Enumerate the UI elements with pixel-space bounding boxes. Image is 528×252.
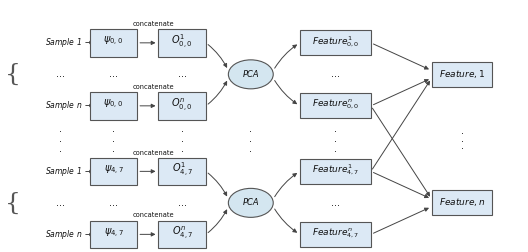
FancyBboxPatch shape bbox=[300, 30, 371, 55]
FancyBboxPatch shape bbox=[432, 190, 493, 215]
Text: concatenate: concatenate bbox=[133, 150, 174, 156]
FancyBboxPatch shape bbox=[90, 29, 137, 57]
Text: $Feature^{1}_{4,7}$: $Feature^{1}_{4,7}$ bbox=[312, 163, 359, 177]
Ellipse shape bbox=[228, 60, 274, 89]
Text: $\psi_{0,0}$: $\psi_{0,0}$ bbox=[103, 35, 124, 48]
Text: .: . bbox=[249, 123, 252, 134]
Text: .: . bbox=[112, 123, 115, 134]
FancyBboxPatch shape bbox=[300, 159, 371, 184]
Text: ...: ... bbox=[177, 198, 187, 208]
Text: Sample n $\rightarrow$: Sample n $\rightarrow$ bbox=[45, 99, 92, 112]
Text: .: . bbox=[249, 144, 252, 154]
Text: concatenate: concatenate bbox=[133, 21, 174, 27]
Text: {: { bbox=[5, 191, 21, 214]
Text: .: . bbox=[112, 144, 115, 154]
FancyBboxPatch shape bbox=[158, 92, 206, 120]
Text: .: . bbox=[460, 126, 464, 136]
Text: Sample n $\rightarrow$: Sample n $\rightarrow$ bbox=[45, 228, 92, 241]
Text: ...: ... bbox=[109, 69, 118, 79]
Text: .: . bbox=[334, 144, 337, 154]
Text: $O^{n}_{0,0}$: $O^{n}_{0,0}$ bbox=[172, 96, 193, 113]
FancyBboxPatch shape bbox=[90, 158, 137, 185]
Text: .: . bbox=[334, 123, 337, 134]
Text: Sample 1 $\rightarrow$: Sample 1 $\rightarrow$ bbox=[45, 165, 92, 178]
Text: ...: ... bbox=[177, 69, 187, 79]
FancyBboxPatch shape bbox=[90, 92, 137, 120]
Text: .: . bbox=[460, 134, 464, 144]
Text: $Feature^{n}_{0,0}$: $Feature^{n}_{0,0}$ bbox=[312, 98, 359, 111]
Text: .: . bbox=[249, 134, 252, 144]
Text: ...: ... bbox=[331, 198, 340, 208]
FancyBboxPatch shape bbox=[432, 62, 493, 87]
Text: $O^{1}_{0,0}$: $O^{1}_{0,0}$ bbox=[172, 33, 193, 51]
Text: $Feature,n$: $Feature,n$ bbox=[439, 196, 485, 208]
Text: $Feature^{1}_{0,0}$: $Feature^{1}_{0,0}$ bbox=[312, 34, 359, 49]
FancyBboxPatch shape bbox=[158, 29, 206, 57]
FancyBboxPatch shape bbox=[90, 220, 137, 248]
Text: PCA: PCA bbox=[242, 198, 259, 207]
Text: $Feature,1$: $Feature,1$ bbox=[439, 68, 485, 80]
Text: .: . bbox=[181, 134, 184, 144]
FancyBboxPatch shape bbox=[158, 220, 206, 248]
Text: concatenate: concatenate bbox=[133, 212, 174, 218]
Text: .: . bbox=[59, 123, 62, 134]
Text: .: . bbox=[59, 144, 62, 154]
Text: ...: ... bbox=[109, 198, 118, 208]
Text: $\psi_{0,0}$: $\psi_{0,0}$ bbox=[103, 98, 124, 111]
FancyBboxPatch shape bbox=[158, 158, 206, 185]
Text: {: { bbox=[5, 63, 21, 86]
Text: Sample 1 $\rightarrow$: Sample 1 $\rightarrow$ bbox=[45, 36, 92, 49]
Text: PCA: PCA bbox=[242, 70, 259, 79]
Text: .: . bbox=[460, 141, 464, 151]
Text: .: . bbox=[112, 134, 115, 144]
Text: ...: ... bbox=[331, 69, 340, 79]
FancyBboxPatch shape bbox=[300, 222, 371, 247]
Text: concatenate: concatenate bbox=[133, 84, 174, 90]
Text: $\psi_{4,7}$: $\psi_{4,7}$ bbox=[103, 227, 124, 240]
Text: $\psi_{4,7}$: $\psi_{4,7}$ bbox=[103, 164, 124, 177]
Text: ...: ... bbox=[56, 69, 65, 79]
Text: $Feature^{n}_{4,7}$: $Feature^{n}_{4,7}$ bbox=[312, 227, 359, 240]
Ellipse shape bbox=[228, 188, 274, 217]
FancyBboxPatch shape bbox=[300, 93, 371, 118]
Text: .: . bbox=[181, 123, 184, 134]
Text: .: . bbox=[334, 134, 337, 144]
Text: .: . bbox=[59, 134, 62, 144]
Text: ...: ... bbox=[56, 198, 65, 208]
Text: $O^{n}_{4,7}$: $O^{n}_{4,7}$ bbox=[172, 225, 193, 241]
Text: .: . bbox=[181, 144, 184, 154]
Text: $O^{1}_{4,7}$: $O^{1}_{4,7}$ bbox=[172, 161, 193, 179]
